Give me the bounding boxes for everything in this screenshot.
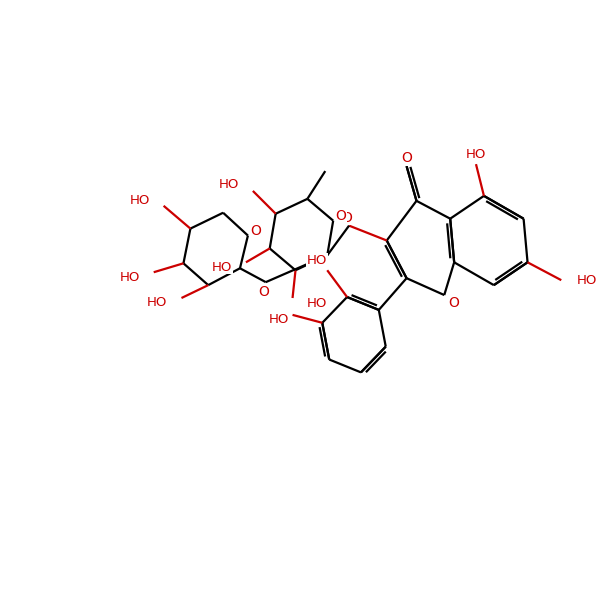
- Text: O: O: [341, 211, 353, 224]
- Text: HO: HO: [119, 271, 140, 284]
- Text: HO: HO: [307, 298, 327, 310]
- Text: HO: HO: [268, 313, 289, 326]
- Text: HO: HO: [577, 274, 598, 287]
- Text: HO: HO: [307, 254, 328, 267]
- Text: HO: HO: [466, 148, 486, 161]
- Text: HO: HO: [218, 178, 239, 191]
- Text: O: O: [250, 224, 261, 238]
- Text: O: O: [449, 296, 460, 310]
- Text: O: O: [335, 209, 347, 223]
- Text: O: O: [259, 285, 269, 299]
- Text: HO: HO: [212, 261, 232, 274]
- Text: HO: HO: [147, 296, 167, 310]
- Text: HO: HO: [130, 194, 150, 208]
- Text: O: O: [401, 151, 412, 165]
